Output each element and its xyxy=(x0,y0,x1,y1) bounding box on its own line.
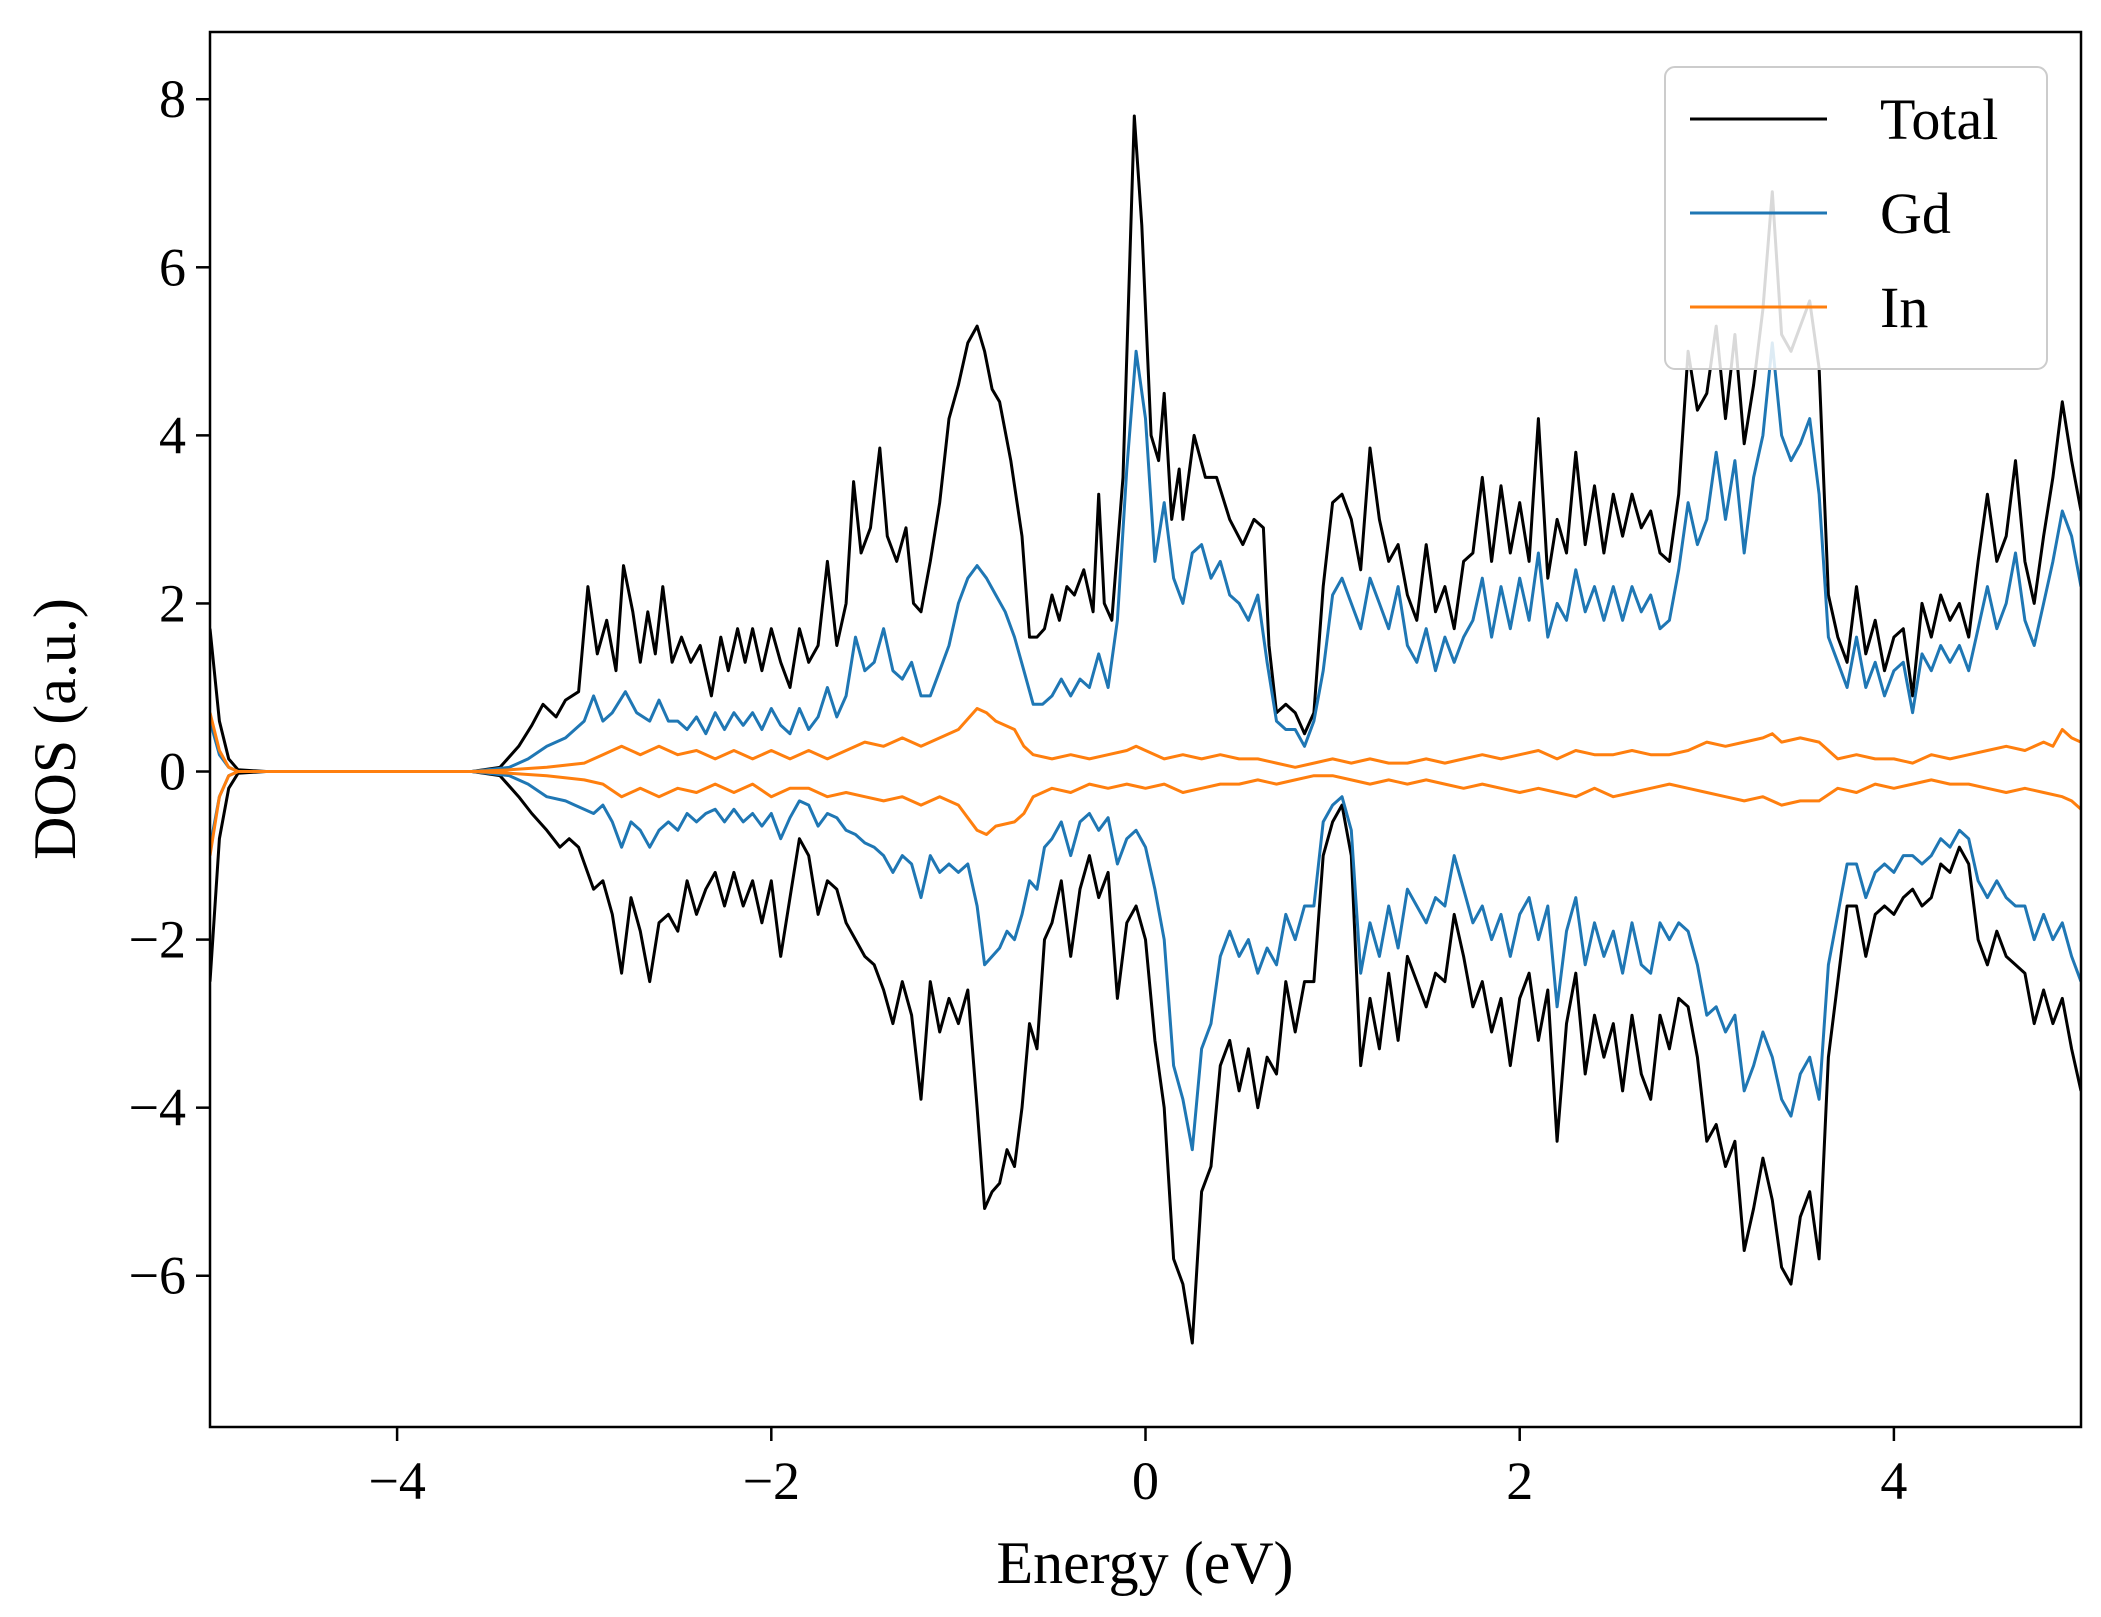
x-axis-label: Energy (eV) xyxy=(996,1530,1293,1596)
x-tick-label: −4 xyxy=(368,1451,425,1511)
series-line-gd-spin-up xyxy=(210,341,2081,773)
series-line-total-spin-down xyxy=(210,770,2081,1345)
y-tick-label: 4 xyxy=(159,405,186,465)
y-tick-label: 2 xyxy=(159,573,186,633)
y-axis: −6 −4 −2 0 2 4 6 8 xyxy=(129,69,210,1306)
x-tick-label: 0 xyxy=(1132,1451,1159,1511)
x-tick-label: −2 xyxy=(743,1451,800,1511)
x-axis: −4 −2 0 2 4 xyxy=(368,1427,1907,1511)
y-axis-label: DOS (a.u.) xyxy=(22,598,88,860)
y-tick-label: −2 xyxy=(129,910,186,970)
legend-label-in: In xyxy=(1880,275,1928,340)
y-tick-label: 8 xyxy=(159,69,186,129)
y-tick-label: 0 xyxy=(159,742,186,802)
series-line-gd-spin-down xyxy=(210,770,2081,1152)
x-tick-label: 2 xyxy=(1506,1451,1533,1511)
y-tick-label: −6 xyxy=(129,1246,186,1306)
legend-label-total: Total xyxy=(1880,87,1998,152)
series-line-in-spin-up xyxy=(210,707,2081,773)
legend: Total Gd In xyxy=(1664,66,2048,370)
series-layer xyxy=(210,114,2081,1345)
legend-box xyxy=(1664,66,2048,370)
y-tick-label: 6 xyxy=(159,237,186,297)
y-tick-label: −4 xyxy=(129,1078,186,1138)
series-line-in-spin-down xyxy=(210,770,2081,856)
x-tick-label: 4 xyxy=(1880,1451,1907,1511)
legend-label-gd: Gd xyxy=(1880,181,1951,246)
